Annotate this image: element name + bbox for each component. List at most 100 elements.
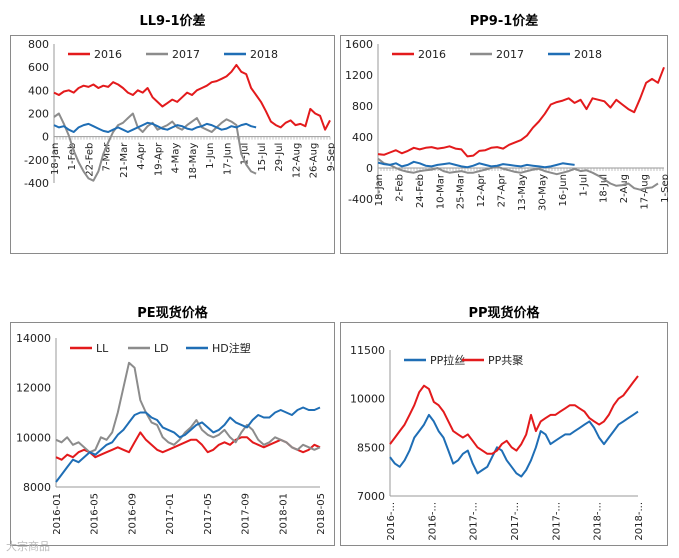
x-tick-label: 18-Jan xyxy=(50,143,61,175)
y-tick-label: 600 xyxy=(28,61,49,74)
x-tick-label: 1-Jul xyxy=(240,143,251,166)
x-tick-label: 4-Apr xyxy=(136,142,147,170)
legend-label-2018: 2018 xyxy=(250,48,278,61)
x-tick-label: 2017-... xyxy=(510,502,521,541)
series-line-2018 xyxy=(53,121,257,133)
x-tick-label: 2018-... xyxy=(634,502,645,541)
chart-title-pe: PE现货价格 xyxy=(137,306,208,321)
y-tick-label: 200 xyxy=(28,108,49,121)
y-tick-label: 1200 xyxy=(345,69,373,82)
chart-title-pp91: PP9-1价差 xyxy=(469,14,539,29)
chart-frame xyxy=(340,322,668,546)
legend-label-PP拉丝: PP拉丝 xyxy=(430,353,465,367)
x-tick-label: 17-Aug xyxy=(640,174,651,210)
x-tick-label: 2017-05 xyxy=(203,493,214,535)
chart-svg-pe: 8000 10000 12000 14000 2016-01 2016-05 2016-09… xyxy=(10,322,335,546)
y-tick-label: 10000 xyxy=(350,393,385,406)
y-tick-label: 11500 xyxy=(350,344,385,357)
x-tick-label: 7-Mar xyxy=(102,142,113,172)
chart-svg-ll: -400 -200 0 200 400 600 800 18-Jan 1-Feb 22-Feb 7-… xyxy=(10,35,335,254)
chart-panel-pp: PP现货价格 7000 8500 10000 11500 2016-... 2016-..… xyxy=(340,300,668,546)
x-tick-label: 30-May xyxy=(537,174,548,211)
y-tick-label: 1600 xyxy=(345,38,373,51)
chart-frame xyxy=(340,35,668,254)
x-tick-label: 2-Feb xyxy=(394,174,405,202)
x-tick-label: 10-Mar xyxy=(435,173,446,209)
x-tick-label: 15-Jul xyxy=(257,143,268,172)
x-tick-label: 1-Jul xyxy=(578,174,589,197)
y-tick-label: 8000 xyxy=(23,481,51,494)
legend-label-2016: 2016 xyxy=(418,48,446,61)
x-tick-label: 24-Feb xyxy=(415,174,426,208)
chart-title-ll: LL9-1价差 xyxy=(139,14,206,29)
x-tick-label: 26-Aug xyxy=(309,143,320,179)
x-tick-label: 12-Aug xyxy=(292,143,303,179)
y-tick-label: 0 xyxy=(42,131,49,144)
series-line-2017 xyxy=(53,112,257,182)
y-tick-label: 800 xyxy=(28,38,49,51)
y-tick-label: 10000 xyxy=(16,431,51,444)
x-tick-label: 22-Feb xyxy=(85,143,96,177)
series-line-PP拉丝 xyxy=(389,410,639,478)
legend-label-HD注塑: HD注塑 xyxy=(212,341,251,355)
x-tick-label: 2017-... xyxy=(469,502,480,541)
x-tick-label: 29-Jul xyxy=(274,143,285,172)
x-tick-label: 21-Mar xyxy=(119,142,130,178)
y-tick-label: 8500 xyxy=(357,441,385,454)
y-tick-label: 14000 xyxy=(16,332,51,345)
series-line-2018 xyxy=(377,160,575,169)
x-tick-label: 18-May xyxy=(188,143,199,180)
legend-label-2018: 2018 xyxy=(574,48,602,61)
chart-frame xyxy=(10,322,335,546)
y-tick-label: 12000 xyxy=(16,382,51,395)
chart-svg-pp91: -400 0 400 800 1200 1600 18-Jan 2-Feb 24-Feb 10-M… xyxy=(340,35,668,254)
x-tick-label: 2017-01 xyxy=(165,493,176,535)
x-tick-label: 4-May xyxy=(171,143,182,174)
x-tick-label: 27-Apr xyxy=(497,173,508,207)
series-line-HD注塑 xyxy=(55,406,321,483)
legend-label-2016: 2016 xyxy=(94,48,122,61)
x-tick-label: 1-Feb xyxy=(67,143,78,171)
chart-panel-pe: PE现货价格 8000 10000 12000 14000 2016-01 2016-05… xyxy=(10,300,335,546)
y-tick-label: -200 xyxy=(24,154,49,167)
y-tick-label: -400 xyxy=(24,177,49,190)
watermark: 大宗商品 xyxy=(6,540,50,553)
y-tick-label: 400 xyxy=(28,84,49,97)
x-tick-label: 13-May xyxy=(517,174,528,211)
legend-label-2017: 2017 xyxy=(172,48,200,61)
series-line-2016 xyxy=(377,66,665,158)
x-tick-label: 2016-... xyxy=(427,502,438,541)
y-tick-label: -400 xyxy=(348,193,373,206)
x-tick-label: 17-Jun xyxy=(223,143,234,176)
x-tick-label: 2016-01 xyxy=(52,493,63,535)
series-line-LL xyxy=(55,431,321,461)
x-tick-label: 9-Sep xyxy=(326,143,335,172)
series-line-PP共聚 xyxy=(389,375,639,455)
x-tick-label: 25-Mar xyxy=(456,173,467,209)
chart-panel-pp91: PP9-1价差 -400 0 400 800 1200 1600 18-Jan 2-Feb 24… xyxy=(340,8,668,254)
y-tick-label: 7000 xyxy=(357,490,385,503)
x-tick-label: 2017-... xyxy=(551,502,562,541)
x-tick-label: 2018-... xyxy=(593,502,604,541)
chart-panel-ll: LL9-1价差 -400 -200 0 200 400 600 800 18-Jan 1-Feb… xyxy=(10,8,335,254)
x-tick-label: 2016-... xyxy=(386,502,397,541)
x-tick-label: 2018-01 xyxy=(278,493,289,535)
chart-frame xyxy=(10,35,335,254)
legend-label-LL: LL xyxy=(96,342,109,355)
series-line-2017 xyxy=(377,157,659,191)
x-tick-label: 2018-05 xyxy=(316,493,327,535)
x-tick-label: 2-Aug xyxy=(619,174,630,203)
y-tick-label: 800 xyxy=(352,100,373,113)
legend-label-LD: LD xyxy=(154,342,169,355)
series-line-2016 xyxy=(53,63,331,131)
series-line-LD xyxy=(55,361,321,454)
x-tick-label: 18-Jan xyxy=(374,174,385,206)
x-tick-label: 2016-05 xyxy=(90,493,101,535)
x-tick-label: 2017-09 xyxy=(241,493,252,535)
x-tick-label: 2016-09 xyxy=(127,493,138,535)
x-tick-label: 18-Jul xyxy=(599,174,610,203)
x-tick-label: 19-Apr xyxy=(154,142,165,176)
x-tick-label: 1-Jun xyxy=(205,143,216,169)
chart-title-pp: PP现货价格 xyxy=(468,306,540,321)
legend-label-2017: 2017 xyxy=(496,48,524,61)
